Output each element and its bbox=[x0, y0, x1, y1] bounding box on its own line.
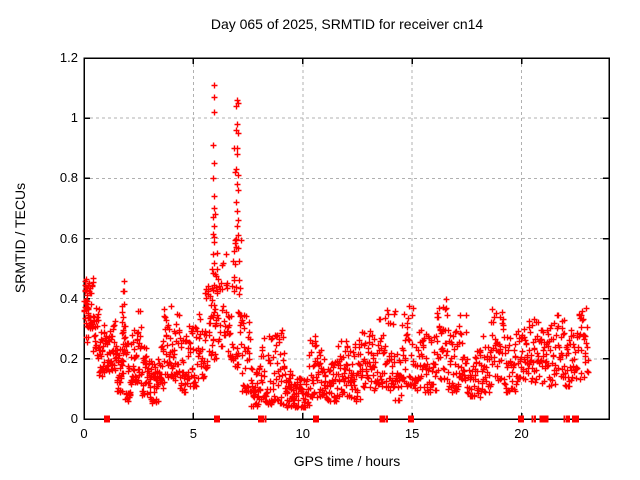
x-tick-label: 10 bbox=[295, 426, 310, 441]
y-tick-label: 1.2 bbox=[59, 50, 78, 65]
x-axis-label: GPS time / hours bbox=[293, 453, 401, 469]
y-tick-label: 1 bbox=[70, 110, 78, 126]
x-tick-label: 20 bbox=[514, 426, 529, 441]
y-tick-label: 0.4 bbox=[59, 290, 78, 306]
y-tick-label: 0.6 bbox=[59, 230, 78, 246]
x-tick-label: 0 bbox=[80, 426, 88, 441]
x-tick-label: 5 bbox=[189, 426, 197, 441]
y-axis-label-text: SRMTID / TECUs bbox=[12, 182, 28, 294]
y-tick-label: 0.2 bbox=[59, 350, 78, 366]
chart-title: Day 065 of 2025, SRMTID for receiver cn1… bbox=[210, 16, 484, 32]
y-tick-label: 0 bbox=[70, 411, 78, 426]
y-tick-label: 0.8 bbox=[59, 170, 78, 186]
x-tick-label: 15 bbox=[404, 426, 420, 441]
